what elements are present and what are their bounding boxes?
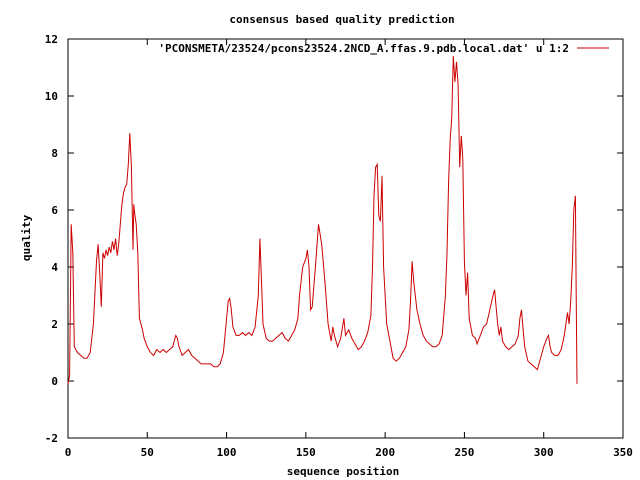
y-tick-label: 0 (51, 375, 58, 388)
x-axis-ticks: 0 50 100 150 200 250 300 350 (65, 39, 633, 459)
legend: 'PCONSMETA/23524/pcons23524.2NCD_A.ffas.… (158, 42, 609, 55)
legend-series-label: 'PCONSMETA/23524/pcons23524.2NCD_A.ffas.… (158, 42, 569, 55)
plot-border (67, 38, 624, 439)
x-tick-label: 300 (534, 446, 554, 459)
y-tick-label: 12 (45, 33, 58, 46)
plot-frame (67, 38, 624, 439)
quality-series-line (67, 56, 578, 384)
y-tick-label: 10 (45, 90, 58, 103)
x-tick-label: 350 (613, 446, 633, 459)
y-tick-label: -2 (45, 432, 58, 445)
y-tick-label: 4 (51, 261, 58, 274)
x-tick-label: 50 (141, 446, 154, 459)
y-tick-label: 8 (51, 147, 58, 160)
x-tick-label: 200 (375, 446, 395, 459)
y-axis-ticks: -2 0 2 4 6 8 10 12 (45, 33, 623, 445)
y-tick-label: 2 (51, 318, 58, 331)
chart-title: consensus based quality prediction (229, 13, 454, 26)
x-tick-label: 150 (296, 446, 316, 459)
x-tick-label: 250 (454, 446, 474, 459)
x-axis-label: sequence position (287, 465, 400, 478)
y-tick-label: 6 (51, 204, 58, 217)
x-tick-label: 0 (65, 446, 72, 459)
x-tick-label: 100 (217, 446, 237, 459)
y-axis-label: quality (20, 214, 33, 261)
